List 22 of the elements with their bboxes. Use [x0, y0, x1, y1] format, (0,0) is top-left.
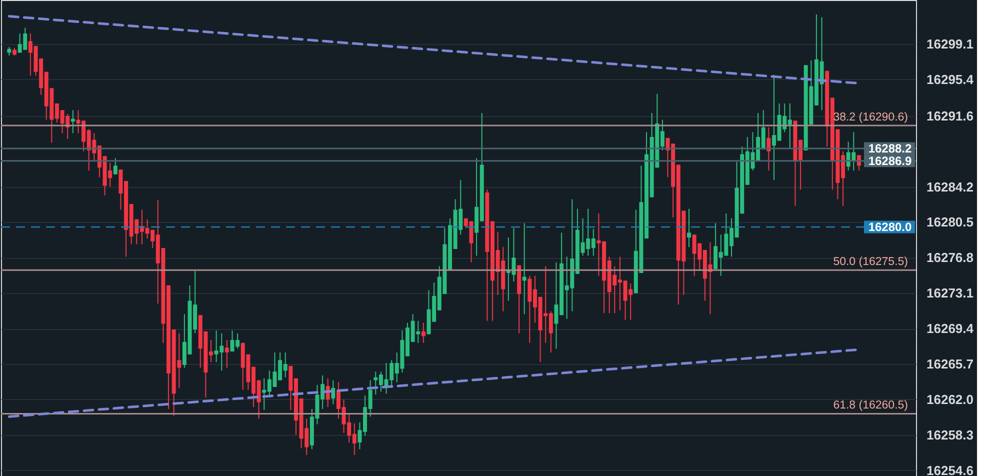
ref-line-label: 16280.0: [868, 220, 912, 234]
y-tick-label: 16262.0: [926, 392, 974, 407]
y-tick-label: 16276.8: [926, 250, 974, 266]
y-tick-label: 16269.4: [926, 321, 974, 336]
y-tick-label: 16291.6: [926, 108, 974, 124]
y-tick-label: 16284.2: [926, 179, 974, 194]
ref-line-label: 61.8 (16260.5): [833, 400, 908, 412]
y-tick-label: 16280.5: [926, 214, 974, 230]
y-tick-label: 16254.6: [926, 462, 974, 476]
y-tick-label: 16265.7: [926, 356, 974, 372]
y-tick-label: 16295.4: [926, 72, 974, 87]
ref-line-label: 16288.2: [868, 141, 912, 156]
ref-line-label: 16286.9: [868, 154, 912, 168]
candlestick: [224, 340, 229, 368]
y-tick-label: 16273.1: [926, 286, 974, 301]
candlestick: [113, 158, 118, 175]
y-tick-label: 16299.1: [926, 36, 974, 52]
candlestick: [687, 208, 691, 248]
candlestick: [421, 322, 426, 344]
y-tick-label: 16258.3: [926, 427, 974, 442]
candlestick: [522, 222, 526, 315]
ref-line-label: 50.0 (16275.5): [833, 256, 908, 268]
